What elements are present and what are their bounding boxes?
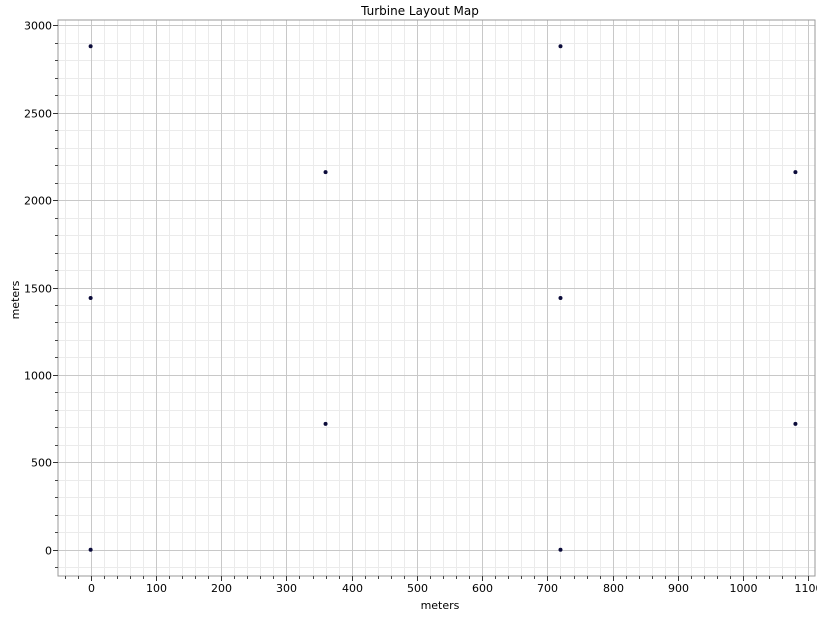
turbine-point [324,170,328,174]
y-tick-label: 1000 [24,370,52,383]
chart-title: Turbine Layout Map [360,4,479,18]
y-tick-label: 0 [45,545,52,558]
turbine-point [793,422,797,426]
x-tick-label: 0 [88,582,95,595]
y-tick-label: 2500 [24,108,52,121]
x-tick-label: 700 [537,582,558,595]
turbine-point [89,44,93,48]
x-tick-label: 400 [342,582,363,595]
y-tick-label: 3000 [24,20,52,33]
x-tick-label: 100 [146,582,167,595]
turbine-point [89,296,93,300]
y-axis-label: meters [9,280,22,319]
turbine-point [89,548,93,552]
x-tick-label: 500 [407,582,428,595]
x-axis-label: meters [421,599,460,612]
x-tick-label: 800 [603,582,624,595]
x-tick-label: 300 [276,582,297,595]
turbine-point [324,422,328,426]
x-tick-label: 900 [668,582,689,595]
x-tick-label: 200 [211,582,232,595]
turbine-point [558,296,562,300]
turbine-point [793,170,797,174]
turbine-point [558,548,562,552]
turbine-point [558,44,562,48]
y-tick-label: 2000 [24,195,52,208]
y-tick-label: 1500 [24,283,52,296]
y-tick-label: 500 [31,457,52,470]
x-tick-label: 600 [472,582,493,595]
x-tick-label: 1000 [730,582,758,595]
